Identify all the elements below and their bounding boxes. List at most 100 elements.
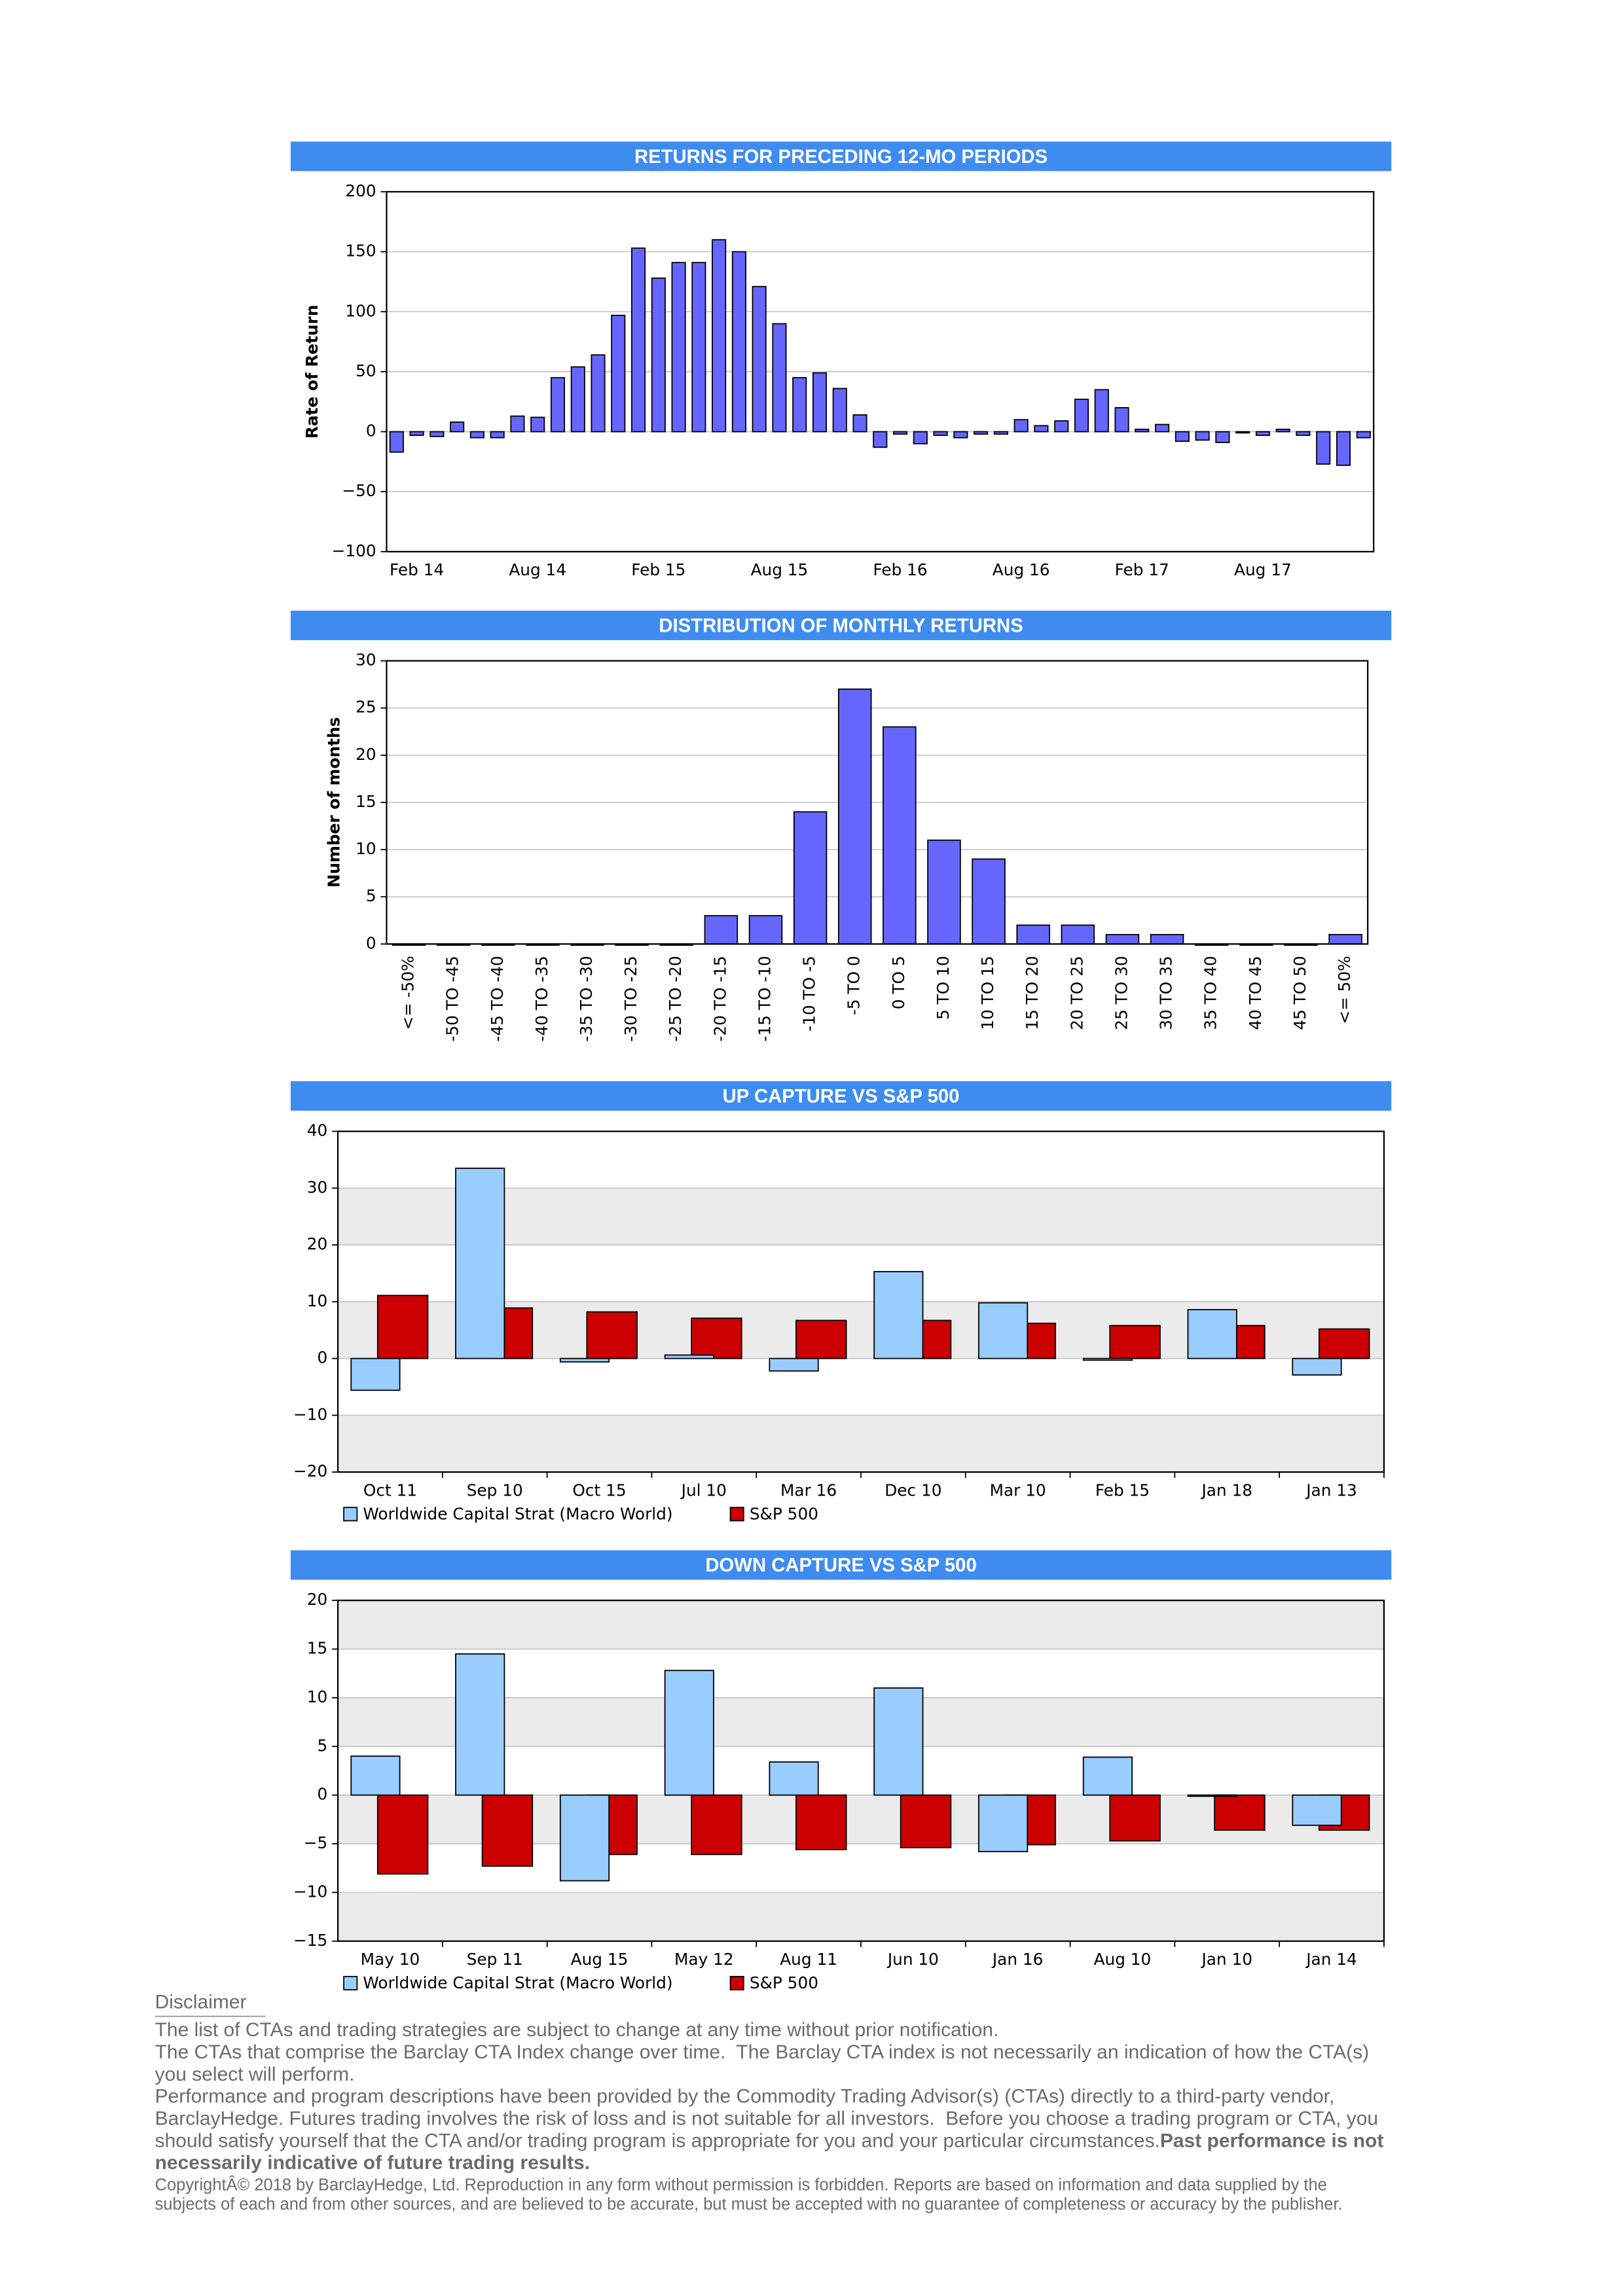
bar (832, 387, 847, 433)
bar (913, 431, 928, 444)
x-tick-label: 40 TO 45 (1246, 956, 1265, 1030)
bar (611, 314, 626, 433)
x-tick-label: 45 TO 50 (1290, 956, 1309, 1030)
x-tick-label: -35 TO -30 (577, 956, 596, 1041)
bar (1292, 1794, 1342, 1826)
x-tick-label: 30 TO 35 (1157, 956, 1176, 1030)
bar (731, 251, 746, 433)
bar (927, 839, 961, 945)
x-tick-label: Jan 16 (991, 1950, 1044, 1969)
x-tick-label: 25 TO 30 (1112, 956, 1131, 1030)
bar (792, 377, 807, 433)
bar (559, 1357, 610, 1363)
bar (350, 1357, 401, 1391)
bar (671, 262, 686, 433)
y-tick-label: 30 (356, 651, 376, 670)
legend-swatch (729, 1507, 744, 1522)
header-bar (290, 141, 1392, 171)
x-tick-label: -15 TO -10 (755, 956, 774, 1041)
bar (712, 239, 727, 433)
bar (651, 278, 666, 433)
bar (1215, 431, 1230, 443)
bar (691, 262, 706, 433)
y-tick-label: 30 (307, 1177, 328, 1196)
x-tick-label: 10 TO 15 (978, 956, 997, 1030)
y-tick-label: −10 (293, 1882, 327, 1901)
x-tick-label: <= 50% (1335, 956, 1354, 1024)
bar (1016, 924, 1050, 945)
y-axis-label: Rate of Return (302, 305, 321, 439)
y-tick-label: 0 (366, 933, 376, 952)
bar (1328, 933, 1362, 945)
legend-label: Worldwide Capital Strat (Macro World) (363, 1973, 672, 1992)
y-tick-label: 200 (345, 181, 376, 200)
bar (376, 1794, 429, 1875)
bar (1135, 428, 1150, 433)
bar (704, 915, 739, 945)
bar (664, 1670, 714, 1796)
bar (978, 1302, 1029, 1359)
bar (972, 858, 1006, 945)
chart-title: RETURNS FOR PRECEDING 12-MO PERIODS (634, 146, 1048, 168)
bar (1082, 1756, 1133, 1796)
bar (873, 1687, 924, 1796)
copyright-line: subjects of each and from other sources,… (155, 2195, 1343, 2214)
disclaimer-line: should satisfy yourself that the CTA and… (155, 2130, 1384, 2151)
bar (1195, 431, 1210, 441)
bar (933, 431, 948, 436)
plot-border (386, 190, 1375, 552)
bar (1034, 425, 1049, 433)
bar (953, 431, 968, 439)
copyright-line: CopyrightÂ© 2018 by BarclayHedge, Ltd. R… (155, 2176, 1327, 2195)
disclaimer-text: should satisfy yourself that the CTA and… (155, 2130, 1160, 2151)
disclaimer-text: Performance and program descriptions hav… (155, 2086, 1335, 2108)
bar (795, 1794, 847, 1850)
y-tick-label: 0 (318, 1348, 328, 1367)
y-tick-label: 50 (356, 361, 376, 380)
x-tick-label: Aug 15 (571, 1950, 629, 1969)
x-tick-label: Feb 17 (1115, 560, 1169, 579)
bar (748, 915, 783, 945)
bar (1292, 1357, 1342, 1376)
y-tick-label: 40 (307, 1121, 328, 1140)
band (338, 1600, 1384, 1649)
y-tick-label: 5 (366, 886, 376, 905)
y-tick-label: −100 (332, 541, 376, 560)
bar (974, 431, 989, 435)
y-tick-label: 20 (307, 1590, 328, 1609)
plot-area (338, 1600, 1384, 1941)
y-tick-label: −20 (293, 1462, 327, 1480)
bar (1214, 1794, 1266, 1831)
x-tick-label: <= -50% (399, 956, 418, 1030)
x-tick-label: Dec 10 (884, 1480, 941, 1499)
bar (350, 1755, 401, 1796)
bar (1114, 407, 1129, 433)
y-axis-label: Number of months (325, 717, 344, 888)
x-tick-label: Aug 10 (1094, 1950, 1152, 1969)
band (338, 1892, 1384, 1941)
bar (570, 366, 585, 433)
y-tick-label: 0 (366, 422, 376, 440)
bar (550, 377, 566, 433)
x-tick-label: Feb 16 (873, 560, 927, 579)
x-tick-label: Aug 14 (509, 560, 566, 579)
bar (900, 1794, 952, 1848)
x-tick-label: Feb 15 (631, 560, 685, 579)
y-tick-label: −10 (293, 1405, 327, 1424)
x-tick-label: Mar 16 (780, 1480, 837, 1499)
bar (978, 1794, 1029, 1852)
bar (1187, 1309, 1237, 1359)
bar (1255, 431, 1270, 436)
bar (631, 247, 646, 433)
y-tick-label: 150 (345, 242, 376, 260)
x-tick-label: Aug 15 (751, 560, 809, 579)
bar (795, 1319, 847, 1359)
y-tick-label: 15 (307, 1639, 328, 1658)
disclaimer-text: The list of CTAs and trading strategies … (155, 2019, 999, 2041)
band (338, 1415, 1384, 1473)
bar (530, 416, 545, 433)
y-tick-label: 20 (356, 745, 376, 764)
legend-label: S&P 500 (750, 1504, 818, 1523)
bar (409, 431, 424, 436)
